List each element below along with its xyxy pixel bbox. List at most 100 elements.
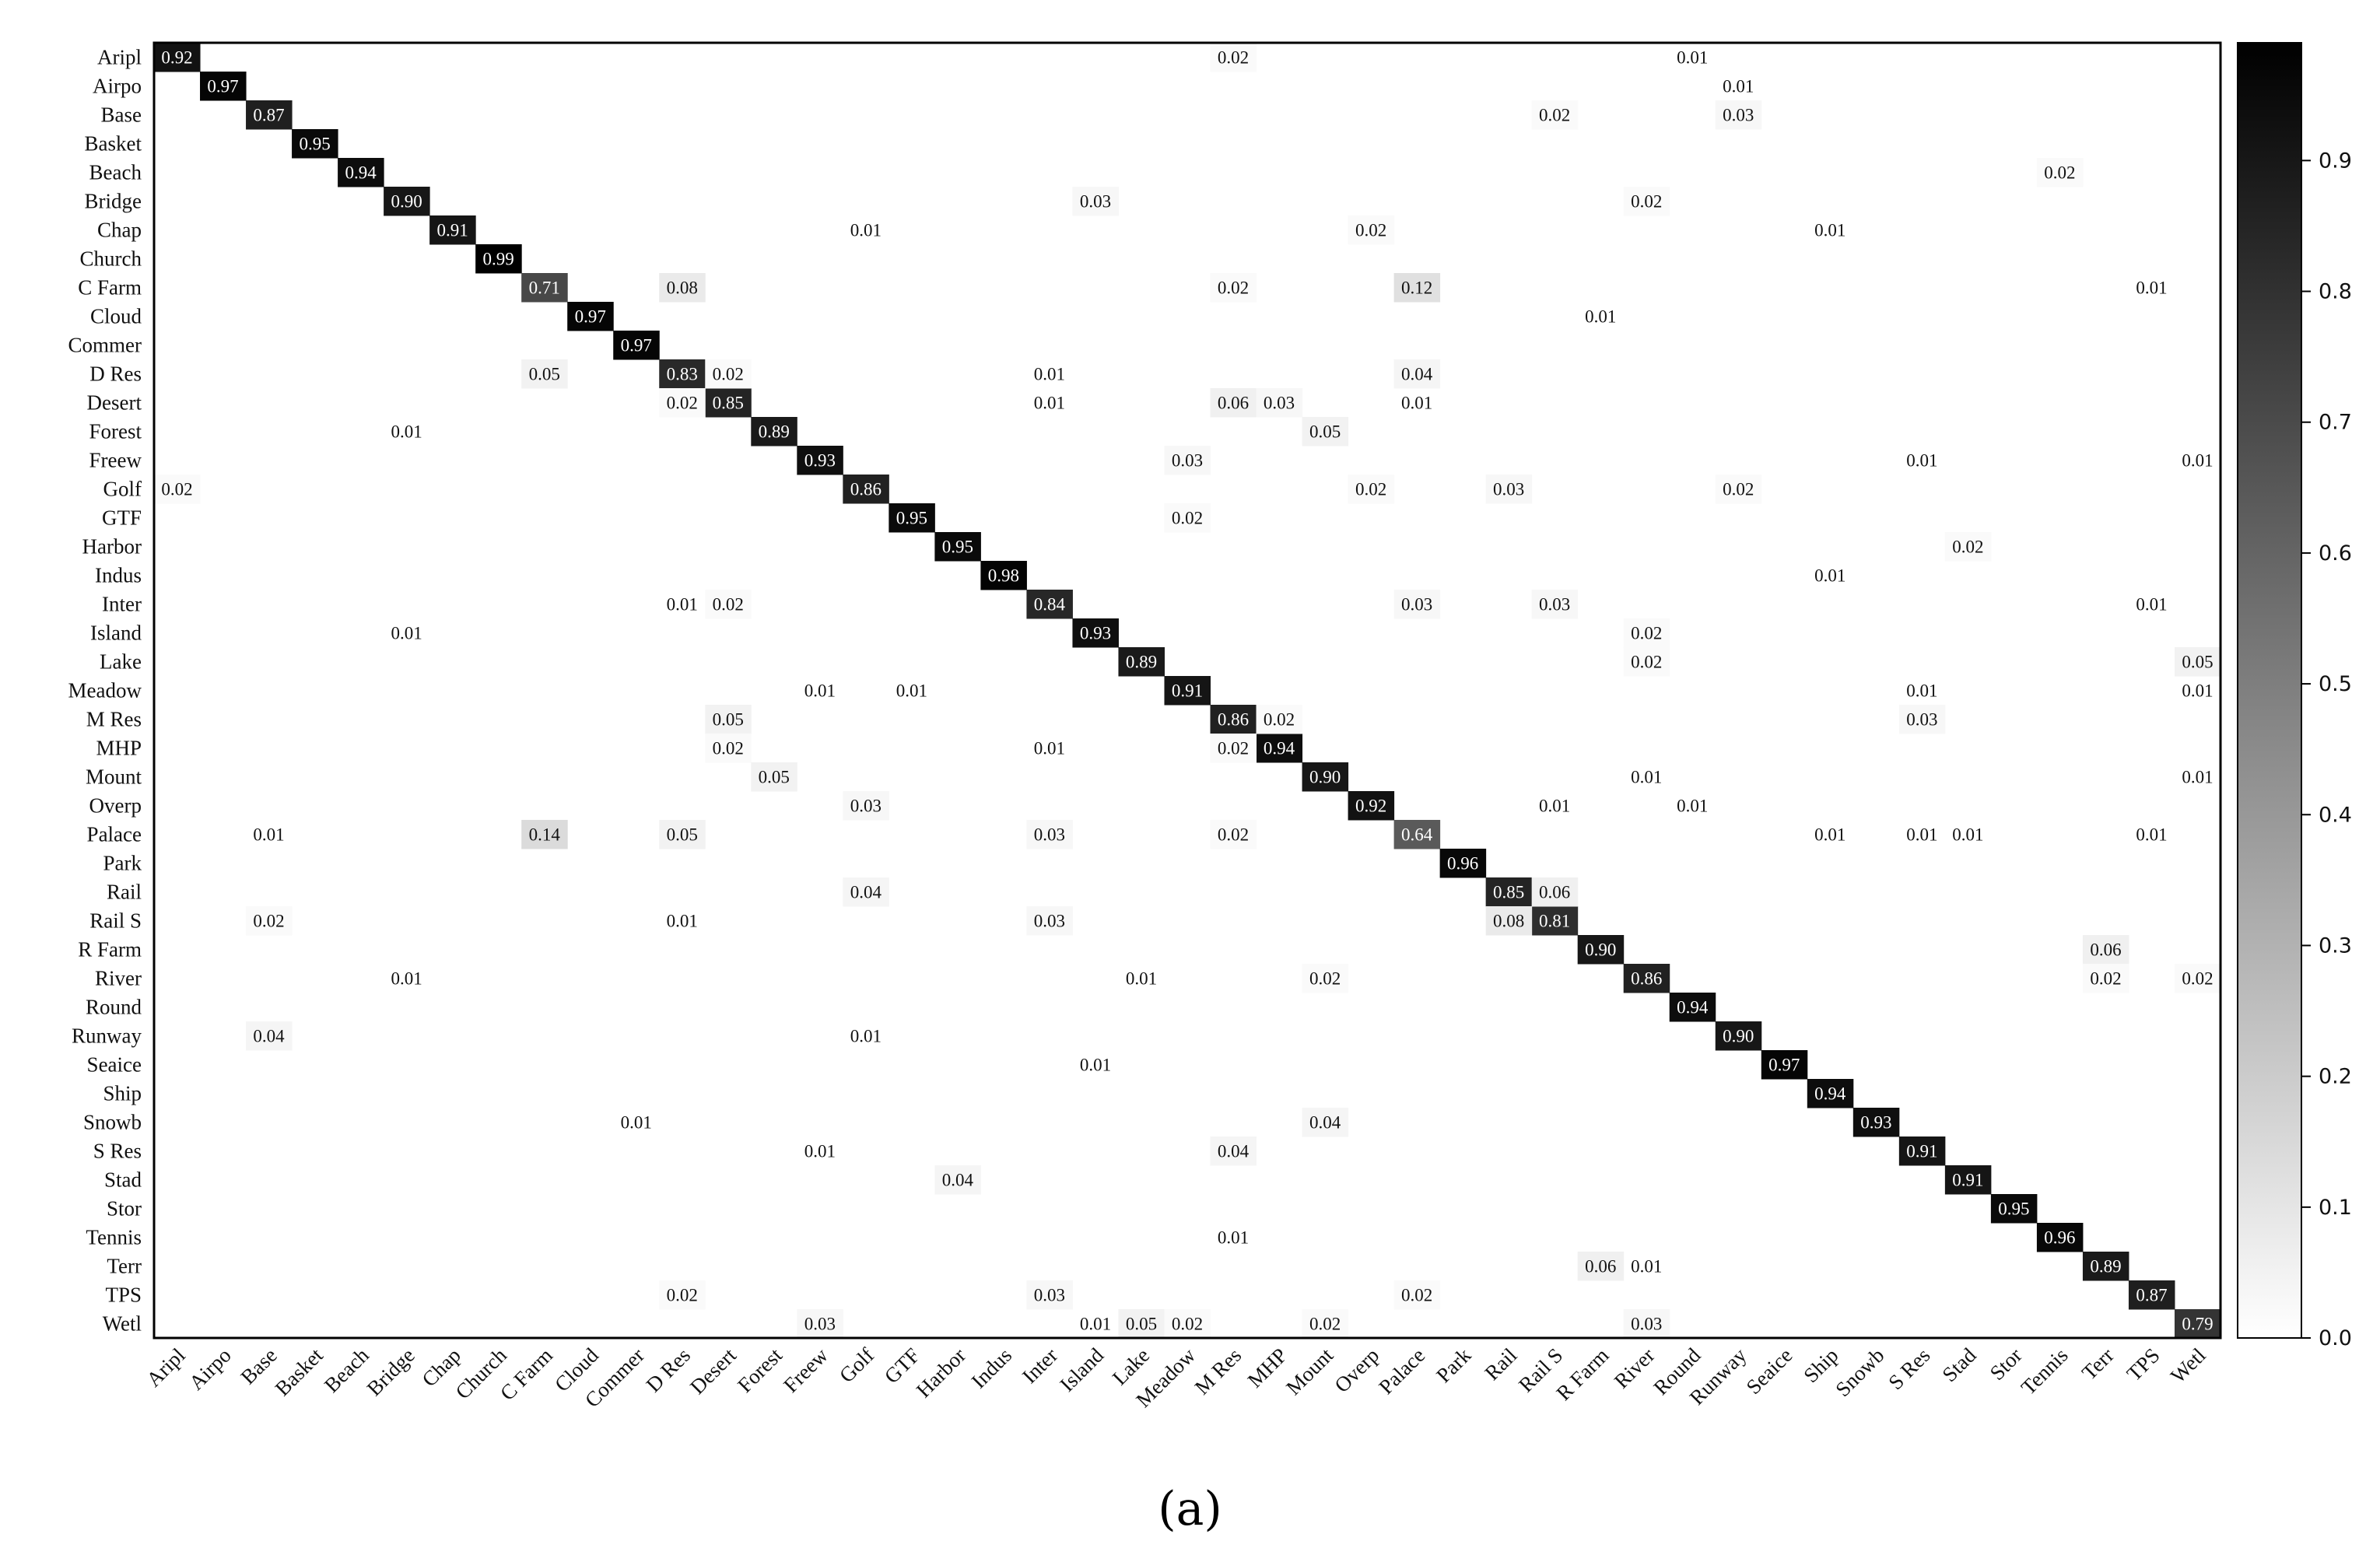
y-tick-label: Round — [86, 996, 142, 1019]
cell-value-label: 0.03 — [1034, 825, 1065, 845]
cell-value-label: 0.92 — [161, 48, 192, 68]
heatmap-cell — [1256, 734, 1303, 763]
x-tick-label: Indus — [967, 1343, 1017, 1393]
cell-value-label: 0.01 — [1906, 825, 1937, 845]
x-tick-label: Basket — [271, 1343, 328, 1401]
heatmap-cell — [705, 705, 752, 734]
cell-value-label: 0.01 — [1814, 566, 1845, 586]
y-tick-label: Basket — [85, 132, 142, 156]
y-tick-label: Tennis — [86, 1226, 142, 1249]
cell-value-label: 0.01 — [1906, 681, 1937, 701]
x-tick-label: M Res — [1190, 1343, 1246, 1399]
heatmap-cell — [613, 331, 660, 360]
heatmap-cell — [1393, 359, 1441, 389]
cell-value-label: 0.06 — [1218, 394, 1249, 413]
x-tick-label: S Res — [1884, 1343, 1934, 1394]
cell-value-label: 0.86 — [850, 480, 882, 499]
heatmap-cell — [1669, 993, 1716, 1022]
cell-value-label: 0.02 — [1355, 480, 1386, 499]
heatmap-cell — [659, 820, 706, 849]
heatmap-cell — [934, 1165, 981, 1195]
heatmap-cell — [705, 590, 752, 619]
cell-value-label: 0.04 — [850, 883, 882, 902]
x-tick-label: Mount — [1281, 1343, 1337, 1399]
cell-value-label: 0.01 — [1814, 221, 1845, 240]
cell-value-label: 0.04 — [253, 1027, 285, 1046]
cell-value-label: 0.93 — [1860, 1113, 1891, 1133]
cell-value-label: 0.06 — [1539, 883, 1570, 902]
heatmap-cell — [154, 43, 201, 72]
heatmap-cell — [1348, 215, 1395, 245]
cell-value-label: 0.01 — [391, 969, 422, 989]
colorbar-ticks: 0.0 0.1 0.2 0.3 0.4 0.5 0.6 0.7 0.8 0.9 — [2301, 149, 2352, 1350]
heatmap-cell — [934, 532, 981, 562]
cell-value-label: 0.95 — [1998, 1200, 2029, 1219]
heatmap-cell — [1393, 273, 1441, 303]
heatmap-cell — [1623, 618, 1670, 648]
cell-value-label: 0.90 — [1309, 768, 1341, 787]
heatmap-cell — [1531, 100, 1579, 130]
cell-value-label: 0.89 — [759, 422, 790, 442]
cell-value-label: 0.04 — [942, 1171, 974, 1190]
y-tick-label: Overp — [89, 794, 142, 818]
heatmap-cell — [1164, 446, 1211, 475]
y-tick-label: Commer — [68, 334, 142, 357]
y-tick-label: Inter — [102, 593, 142, 616]
y-tick-label: River — [95, 967, 142, 990]
y-tick-label: Park — [103, 852, 142, 875]
heatmap-cell — [1485, 475, 1533, 504]
cell-value-label: 0.02 — [161, 480, 192, 499]
heatmap-cell — [980, 561, 1027, 590]
y-tick-label: Golf — [103, 478, 142, 501]
cell-value-label: 0.94 — [1264, 739, 1295, 758]
heatmap-cell — [2082, 935, 2129, 965]
y-axis-tick-labels: Aripl Airpo Base Basket Beach Bridge Chap Churc… — [68, 46, 142, 1336]
heatmap-cell — [797, 1309, 843, 1339]
cell-value-label: 0.01 — [2182, 451, 2213, 471]
x-tick-label: Snowb — [1831, 1343, 1888, 1401]
heatmap-cell — [521, 273, 568, 303]
heatmap-cell — [1302, 1309, 1349, 1339]
cell-value-label: 0.95 — [896, 509, 927, 528]
y-tick-label: Freew — [89, 449, 142, 472]
figure-caption: (a) — [1158, 1482, 1222, 1536]
cell-value-label: 0.03 — [1631, 1315, 1662, 1334]
cell-value-label: 0.05 — [759, 768, 790, 787]
y-tick-label: Ship — [103, 1082, 142, 1105]
heatmap-cell — [1026, 820, 1073, 849]
cell-value-label: 0.91 — [1906, 1142, 1937, 1161]
plot-frame — [152, 41, 2222, 1340]
heatmap-cells — [154, 43, 2221, 1339]
cell-value-label: 0.02 — [1218, 825, 1249, 845]
heatmap-cell — [751, 417, 797, 447]
x-tick-label: Island — [1055, 1343, 1108, 1396]
cell-value-label: 0.02 — [1218, 739, 1249, 758]
heatmap-cell — [1898, 1136, 1946, 1166]
heatmap-cell — [1256, 388, 1303, 418]
cell-value-label: 0.98 — [988, 566, 1019, 586]
cell-value-label: 0.79 — [2182, 1315, 2213, 1334]
heatmap-cell — [338, 158, 384, 187]
heatmap-cell — [246, 1021, 293, 1051]
heatmap-cell — [1026, 906, 1073, 936]
y-tick-label: Runway — [72, 1024, 142, 1048]
x-tick-label: C Farm — [496, 1343, 557, 1405]
heatmap-cell — [1026, 1280, 1073, 1310]
cell-value-label: 0.08 — [1493, 912, 1524, 931]
cell-value-label: 0.01 — [804, 681, 836, 701]
cell-value-label: 0.05 — [667, 825, 698, 845]
y-tick-label: Bridge — [85, 190, 142, 213]
heatmap-cell — [1715, 475, 1762, 504]
heatmap-cell — [1531, 590, 1579, 619]
cell-value-label: 0.03 — [1034, 912, 1065, 931]
y-tick-label: Rail S — [89, 909, 142, 933]
colorbar-tick-label: 0.7 — [2319, 411, 2352, 435]
colorbar-tick-label: 0.9 — [2319, 149, 2352, 173]
cell-value-label: 0.85 — [1493, 883, 1524, 902]
cell-value-label: 0.87 — [253, 106, 284, 125]
heatmap-cell — [1898, 705, 1946, 734]
y-tick-label: Lake — [100, 650, 142, 674]
x-tick-label: Stad — [1937, 1343, 1981, 1387]
cell-value-label: 0.01 — [1585, 307, 1616, 327]
y-tick-label: Palace — [87, 823, 142, 846]
